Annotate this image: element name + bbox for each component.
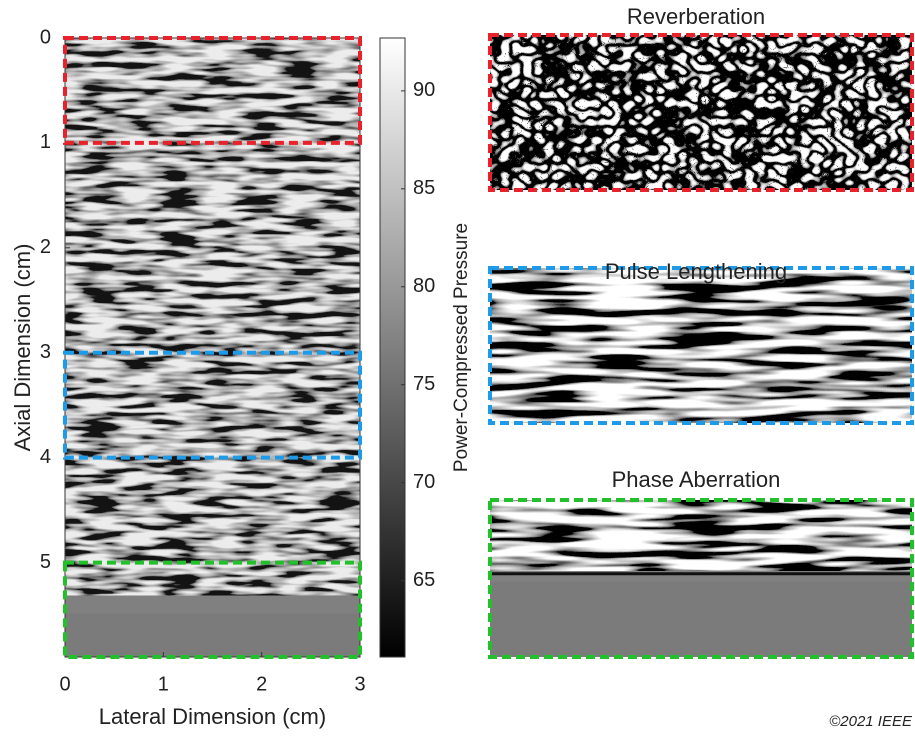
inset-title: Pulse Lengthening [605, 259, 787, 284]
inset-texture [490, 500, 912, 571]
y-tick-label: 1 [40, 131, 51, 153]
image-bottom [65, 613, 360, 657]
colorbar-tick-label: 90 [413, 79, 435, 101]
image-texture [65, 38, 360, 596]
x-tick-label: 1 [158, 673, 169, 695]
x-tick-label: 3 [354, 673, 365, 695]
region-box [63, 560, 362, 660]
y-tick-label: 5 [40, 551, 51, 573]
x-axis-label: Lateral Dimension (cm) [99, 704, 326, 729]
colorbar-label: Power-Compressed Pressure [451, 223, 472, 472]
copyright: ©2021 IEEE [829, 713, 913, 730]
y-tick-label: 3 [40, 341, 51, 363]
inset-box [488, 266, 914, 425]
y-tick-label: 0 [40, 26, 51, 48]
x-tick-label: 2 [256, 673, 267, 695]
inset-flat [490, 581, 912, 657]
colorbar-tick-label: 75 [413, 373, 435, 395]
colorbar-tick-label: 70 [413, 471, 435, 493]
inset-texture [490, 35, 912, 190]
region-box [63, 350, 362, 460]
inset-title: Phase Aberration [612, 467, 781, 492]
chart: 0 1 2 3 0 1 2 3 4 5 Lateral Dimension (cm) Axial Di… [10, 4, 914, 729]
y-axis-label: Axial Dimension (cm) [10, 244, 35, 452]
x-tick-label: 0 [59, 673, 70, 695]
inset-box [488, 33, 914, 192]
y-tick-label: 2 [40, 236, 51, 258]
colorbar [379, 37, 406, 658]
y-tick-label: 4 [40, 446, 51, 468]
inset-texture [490, 268, 912, 423]
colorbar-tick-label: 80 [413, 275, 435, 297]
inset-box [488, 498, 914, 659]
inset-title: Reverberation [627, 4, 765, 29]
colorbar-tick-label: 65 [413, 569, 435, 591]
region-box [63, 36, 362, 145]
colorbar-tick-label: 85 [413, 177, 435, 199]
